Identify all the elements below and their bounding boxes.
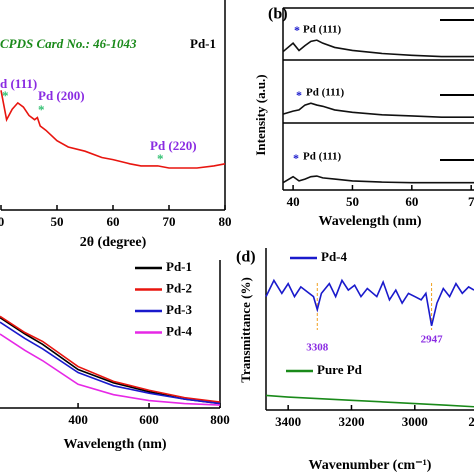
data-line	[0, 321, 221, 405]
data-line	[0, 333, 221, 406]
legend-label: Pd-3	[166, 302, 193, 317]
panel-label: (d)	[236, 249, 256, 266]
data-line	[282, 175, 474, 184]
x-tick-label: 3400	[275, 414, 301, 429]
data-line	[0, 90, 226, 169]
star: *	[38, 102, 45, 117]
star: *	[294, 23, 300, 37]
peak-label: Pd (220)	[150, 138, 197, 153]
x-axis-label: Wavelength (nm)	[63, 437, 166, 452]
legend-label: Pd-2	[166, 280, 192, 295]
x-tick-label: 3200	[338, 414, 364, 429]
x-tick-label: 600	[139, 412, 159, 427]
y-axis-label: Transmittance (%)	[238, 277, 253, 383]
legend-label: Pure Pd	[317, 362, 363, 377]
y-axis-label: Intensity (a.u.)	[253, 74, 268, 155]
x-tick-label: 50	[346, 194, 359, 209]
x-tick-label: 0	[0, 214, 4, 229]
sample-label: Pd-1	[190, 36, 216, 51]
data-line	[0, 315, 221, 403]
x-tick-label: 50	[51, 214, 64, 229]
star: *	[2, 88, 9, 103]
legend-label: Pd-1	[166, 259, 192, 274]
x-tick-label: 7	[468, 194, 474, 209]
x-tick-label: 3000	[402, 414, 428, 429]
peak-label: Pd (200)	[38, 88, 85, 103]
data-line	[265, 394, 474, 408]
star: *	[293, 151, 299, 165]
peak-label: Pd (111)	[303, 151, 342, 163]
x-tick-label: 60	[107, 214, 120, 229]
peak-label: Pd (111)	[303, 24, 342, 36]
x-tick-label: 280	[468, 414, 474, 429]
annotation: 3308	[306, 342, 329, 354]
x-tick-label: 80	[219, 214, 232, 229]
x-tick-label: 70	[163, 214, 176, 229]
data-line	[265, 278, 474, 326]
peak-label: Pd (111)	[306, 87, 345, 99]
star: *	[157, 151, 164, 166]
data-line	[282, 102, 474, 118]
data-line	[282, 39, 474, 58]
peak-label: d (111)	[0, 76, 37, 91]
x-tick-label: 400	[68, 412, 88, 427]
x-tick-label: 60	[405, 194, 418, 209]
x-tick-label: 40	[287, 194, 300, 209]
x-axis-label: Wavenumber (cm⁻¹)	[309, 458, 432, 473]
x-axis-label: Wavelength (nm)	[318, 214, 421, 229]
x-axis-label: 2θ (degree)	[80, 235, 147, 250]
legend-label: Pd-4	[166, 323, 193, 338]
x-tick-label: 800	[210, 412, 230, 427]
card-label: CPDS Card No.: 46-1043	[0, 36, 137, 51]
annotation: 2947	[421, 334, 444, 346]
legend-label: Pd-4	[321, 249, 348, 264]
star: *	[296, 88, 302, 102]
